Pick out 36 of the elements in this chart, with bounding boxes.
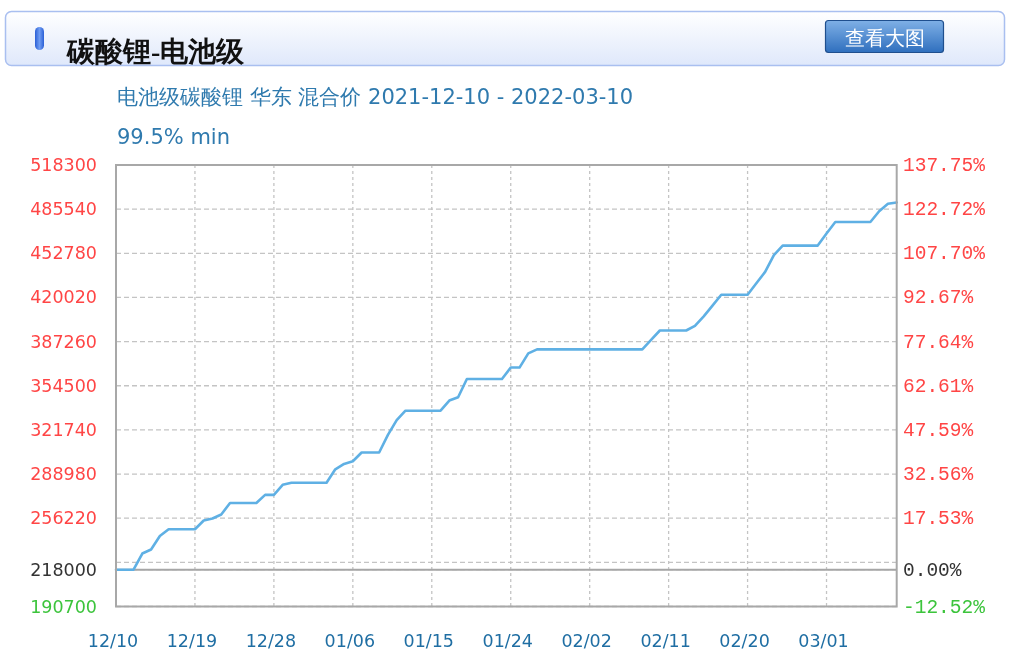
y2-tick-label: 0.00% [903,559,962,582]
x-tick-label: 02/02 [561,631,612,651]
y-tick-label: 518300 [30,155,97,175]
x-tick-label: 01/15 [403,631,455,651]
y-tick-label: 288980 [30,464,97,485]
y-tick-label: 218000 [30,559,97,580]
y2-tick-label: -12.52% [903,596,986,619]
y-tick-label: 485540 [30,199,97,220]
x-tick-label: 12/10 [87,631,139,651]
y2-tick-label: 122.72% [903,199,986,222]
y2-tick-label: 62.61% [903,375,974,398]
x-tick-label: 01/24 [482,631,533,651]
x-tick-label: 12/19 [166,631,218,651]
y2-tick-label: 32.56% [903,464,974,487]
x-tick-label: 02/20 [719,631,770,651]
button: 查看大图 [824,19,945,54]
x-tick-label: 02/11 [640,631,691,651]
y-tick-label: 321740 [30,419,97,440]
chart-subtitle: 电池级碳酸锂 华东 混合价 2021-12-10 - 2022-03-10 [117,85,634,109]
text: 99.5% min [117,125,230,149]
y-tick-label: 354500 [30,375,97,396]
y2-tick-label: 107.70% [903,243,986,266]
y2-tick-label: 17.53% [903,508,974,531]
chart-title: 碳酸锂-电池级 [66,36,246,67]
y-tick-label: 452780 [30,243,97,264]
x-tick-label: 12/28 [245,631,297,651]
x-tick-label: 01/06 [324,631,376,651]
y2-tick-label: 92.67% [903,287,974,310]
x-tick-label: 03/01 [798,631,849,651]
y-tick-label: 256220 [30,508,97,529]
y-tick-label: 387260 [30,331,97,352]
y2-tick-label: 137.75% [903,155,986,177]
y2-tick-label: 77.64% [903,331,974,354]
y-tick-label: 190700 [30,596,97,617]
y-tick-label: 420020 [30,287,97,308]
y2-tick-label: 47.59% [903,419,974,442]
